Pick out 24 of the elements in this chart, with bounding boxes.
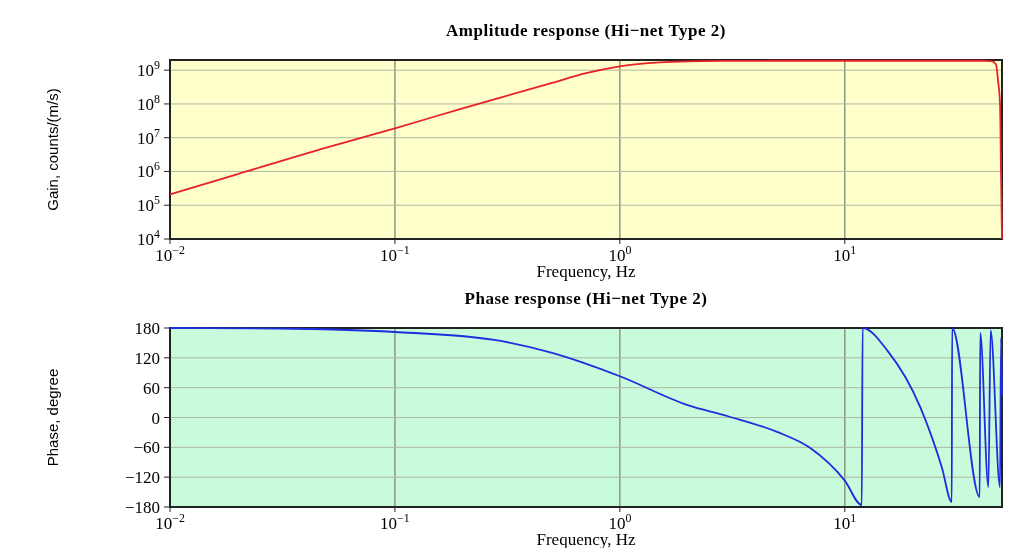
x-tick-label: 10$^{1}$ — [833, 243, 857, 265]
y-tick-label: −60 — [133, 438, 160, 458]
chart-title: Phase response (Hi−net Type 2) — [464, 289, 708, 308]
y-tick-label: 10$^{7}$ — [137, 125, 161, 148]
x-tick-label: 10$^{0}$ — [608, 243, 632, 265]
y-tick-label: 10$^{5}$ — [137, 193, 161, 216]
y-axis-title: Phase, degree — [44, 368, 61, 467]
y-tick-label: 120 — [134, 348, 160, 368]
y-axis-title: Gain, counts/(m/s) — [44, 88, 61, 211]
y-tick-label: 10$^{9}$ — [137, 58, 161, 81]
x-axis-title: Frequency, Hz — [536, 530, 636, 549]
y-tick-label: 10$^{6}$ — [137, 159, 161, 182]
y-tick-label: −120 — [124, 468, 160, 488]
y-tick-label: 60 — [143, 378, 160, 398]
chart-title: Amplitude response (Hi−net Type 2) — [446, 21, 726, 40]
x-tick-label: 10$^{1}$ — [833, 511, 857, 533]
x-tick-label: 10$^{0}$ — [608, 511, 632, 533]
y-tick-label: 180 — [134, 319, 160, 338]
x-axis-title: Frequency, Hz — [536, 262, 636, 281]
x-tick-label: 10$^{−1}$ — [380, 511, 410, 533]
y-tick-label: 0 — [151, 408, 160, 428]
y-tick-label: 10$^{8}$ — [137, 91, 161, 114]
x-tick-label: 10$^{−1}$ — [380, 243, 410, 265]
y-tick-label: −180 — [124, 498, 160, 517]
